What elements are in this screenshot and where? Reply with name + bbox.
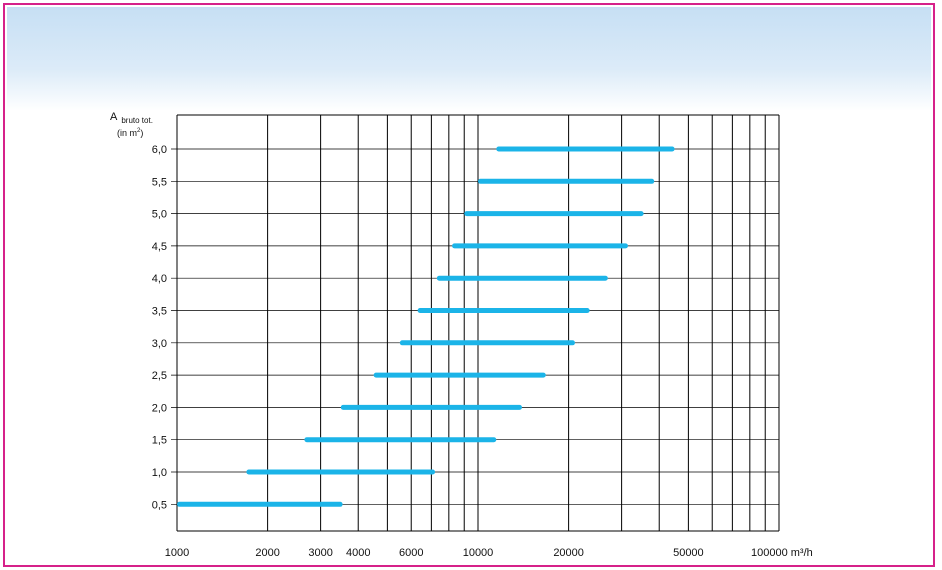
- y-tick-label: 5,0: [152, 209, 167, 221]
- range-bar: [177, 501, 343, 507]
- x-tick-label: 50000: [673, 547, 704, 559]
- range-bar: [246, 469, 436, 475]
- bars: [177, 146, 675, 507]
- range-bar: [464, 211, 644, 217]
- chart-frame: [3, 3, 935, 567]
- range-bar: [496, 146, 675, 152]
- x-tick-label: 1000: [165, 547, 189, 559]
- y-tick-label: 5,5: [152, 176, 167, 188]
- x-tick-label: 20000: [553, 547, 584, 559]
- range-bar: [417, 308, 590, 313]
- y-tick-label: 1,5: [152, 435, 167, 447]
- y-tick-label: 1,0: [152, 467, 167, 479]
- range-bar: [399, 340, 575, 346]
- x-tick-label: 2000: [255, 547, 279, 559]
- y-tick-label: 0,5: [152, 499, 167, 511]
- range-bar: [304, 437, 497, 443]
- y-axis-label-sub: bruto tot.: [121, 116, 153, 125]
- range-bar: [436, 275, 608, 281]
- range-bar: [340, 404, 522, 410]
- range-bar: [452, 243, 628, 249]
- x-tick-label: 3000: [308, 547, 332, 559]
- y-tick-label: 2,5: [152, 370, 167, 382]
- x-tick-labels: 1000 2000 3000 4000 6000 10000 20000 50000 10000…: [165, 547, 813, 559]
- y-tick-label: 3,0: [152, 338, 167, 350]
- y-tick-label: 4,0: [152, 273, 167, 285]
- y-tick-label: 3,5: [152, 306, 167, 318]
- y-axis-label-main: A: [110, 111, 118, 123]
- x-tick-label: 100000 m³/h: [751, 547, 813, 559]
- y-tick-labels: 6,0 5,5 5,0 4,5 4,0 3,5 3,0 2,5 2,0 1,5 1,0 0,5: [152, 144, 167, 511]
- x-tick-label: 4000: [346, 547, 370, 559]
- x-tick-label: 10000: [463, 547, 494, 559]
- range-bar: [478, 178, 655, 184]
- y-axis-unit: (in m2): [117, 128, 143, 138]
- y-tick-label: 2,0: [152, 402, 167, 414]
- y-tick-label: 6,0: [152, 144, 167, 156]
- grid: [171, 114, 780, 532]
- range-bar: [373, 372, 546, 378]
- x-tick-label: 6000: [399, 547, 423, 559]
- y-tick-label: 4,5: [152, 241, 167, 253]
- header-band: [7, 7, 931, 111]
